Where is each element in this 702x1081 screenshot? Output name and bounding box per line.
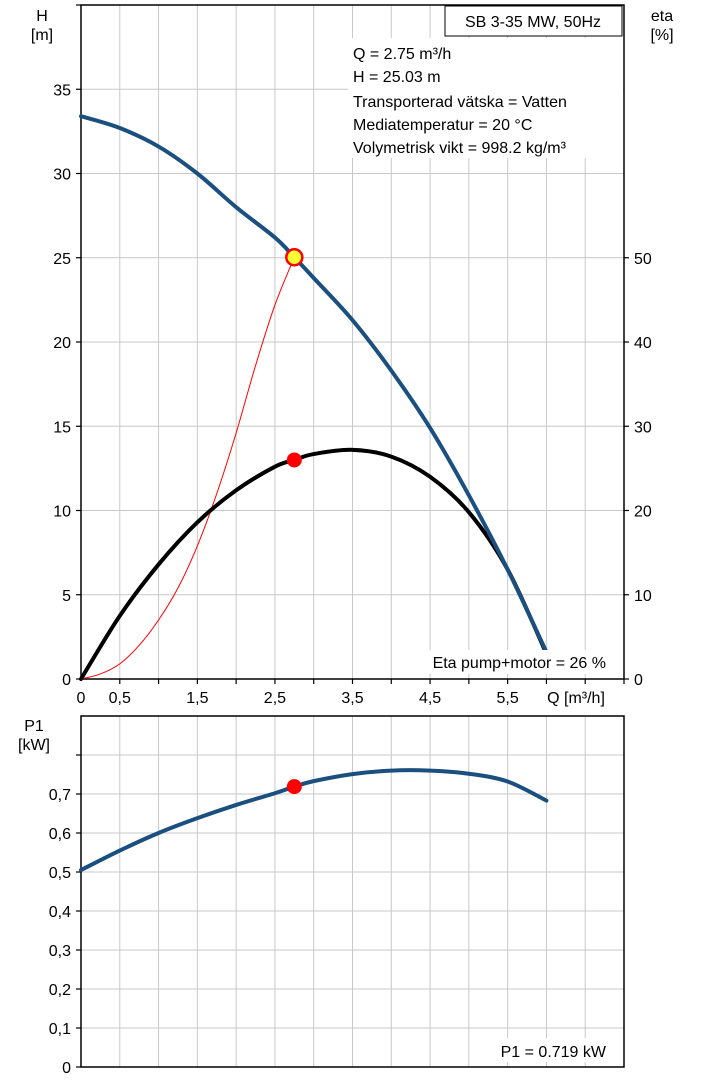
y-tick-label-left: 35 bbox=[53, 82, 71, 99]
power-y-tick-label: 0,5 bbox=[49, 865, 71, 882]
x-tick-label: 4,5 bbox=[419, 690, 441, 707]
info-line-liquid: Transporterad vätska = Vatten bbox=[353, 94, 567, 111]
x-tick-label: 1,5 bbox=[186, 690, 208, 707]
info-line-head: H = 25.03 m bbox=[353, 69, 441, 86]
y-tick-label-right: 0 bbox=[634, 672, 643, 689]
power-y-tick-label: 0,1 bbox=[49, 1021, 71, 1038]
power-chart-frame bbox=[80, 715, 625, 1068]
model-label: SB 3-35 MW, 50Hz bbox=[465, 14, 601, 31]
p1-label: P1 = 0.719 kW bbox=[501, 1044, 607, 1061]
info-line-temperature: Mediatemperatur = 20 °C bbox=[353, 117, 532, 134]
y-tick-label-right: 50 bbox=[634, 251, 652, 268]
efficiency-curve-line bbox=[79, 447, 549, 681]
power-y-tick-label: 0,4 bbox=[49, 904, 71, 921]
power-y-tick-label: 0 bbox=[62, 1060, 71, 1077]
duty-point-head-marker bbox=[285, 247, 304, 267]
eta-label-box bbox=[400, 650, 612, 674]
p1-label-box bbox=[470, 1038, 612, 1062]
info-line-flow: Q = 2.75 m³/h bbox=[353, 46, 451, 63]
y-axis-title-left: H bbox=[36, 8, 48, 25]
y-tick-label-left: 5 bbox=[62, 588, 71, 605]
x-tick-label: 0 bbox=[77, 690, 86, 707]
y-tick-label-right: 20 bbox=[634, 504, 652, 521]
y-tick-label-right: 10 bbox=[634, 588, 652, 605]
power-y-tick-label: 0,6 bbox=[49, 826, 71, 843]
duty-point-power-marker bbox=[286, 779, 302, 795]
y-axis-unit-left: [m] bbox=[31, 27, 53, 44]
power-curve-line bbox=[79, 768, 549, 873]
y-axis-title-right: eta bbox=[651, 8, 673, 25]
y-tick-label-left: 0 bbox=[62, 672, 71, 689]
y-tick-label-right: 40 bbox=[634, 335, 652, 352]
info-box bbox=[348, 38, 623, 158]
power-axis-title: P1 bbox=[24, 718, 44, 735]
head-chart-curves bbox=[79, 114, 549, 681]
x-tick-label: 5,5 bbox=[497, 690, 519, 707]
x-tick-label: 0,5 bbox=[109, 690, 131, 707]
x-tick-label: 3,5 bbox=[341, 690, 363, 707]
head-curve-line bbox=[79, 114, 549, 655]
power-chart-curves bbox=[79, 768, 549, 873]
eta-label: Eta pump+motor = 26 % bbox=[433, 655, 606, 672]
y-tick-label-left: 10 bbox=[53, 504, 71, 521]
power-y-tick-label: 0,3 bbox=[49, 943, 71, 960]
head-chart-ticks: 0 5 10 15 20 25 30 35 0 10 20 30 40 50 0 0,5 1,5 2,5 3,5 4,… bbox=[53, 4, 652, 707]
y-tick-label-left: 15 bbox=[53, 419, 71, 436]
y-axis-unit-right: [%] bbox=[650, 27, 673, 44]
power-y-tick-label: 0,2 bbox=[49, 982, 71, 999]
x-axis-title: Q [m³/h] bbox=[547, 690, 605, 707]
system-curve-line bbox=[80, 257, 295, 680]
y-tick-label-left: 30 bbox=[53, 167, 71, 184]
model-label-box bbox=[444, 5, 623, 37]
info-text: Q = 2.75 m³/h H = 25.03 m Transporterad … bbox=[353, 46, 567, 157]
y-tick-label-left: 20 bbox=[53, 335, 71, 352]
y-tick-label-left: 25 bbox=[53, 251, 71, 268]
power-chart-ticks: 0 0,1 0,2 0,3 0,4 0,5 0,6 0,7 bbox=[49, 754, 81, 1077]
x-tick-label: 2,5 bbox=[264, 690, 286, 707]
info-line-density: Volymetrisk vikt = 998.2 kg/m³ bbox=[353, 140, 567, 157]
power-axis-unit: [kW] bbox=[18, 737, 50, 754]
y-tick-label-right: 30 bbox=[634, 419, 652, 436]
power-y-tick-label: 0,7 bbox=[49, 787, 71, 804]
power-chart-grid bbox=[81, 716, 624, 1067]
duty-point-efficiency-marker bbox=[286, 452, 302, 468]
